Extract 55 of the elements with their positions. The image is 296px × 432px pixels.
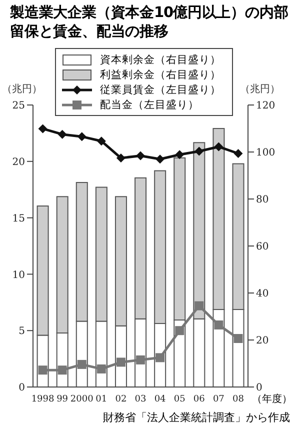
point [156, 154, 165, 164]
point [136, 355, 145, 364]
point [194, 146, 204, 156]
chart-title: 製造業大企業（資本金10億円以上）の内部留保と賃金、配当の推移 [10, 4, 290, 42]
point [116, 154, 126, 163]
point [77, 360, 86, 369]
x-tick-label: 05 [174, 394, 186, 404]
point [214, 320, 224, 330]
point [234, 334, 243, 343]
point [175, 150, 184, 160]
point [58, 130, 67, 139]
y-axis-title: （兆円） [2, 82, 42, 96]
point [175, 326, 184, 336]
x-tick-label: 1998 [31, 394, 54, 404]
point [214, 142, 224, 152]
point [38, 124, 48, 134]
y-tick-label: 15 [12, 213, 25, 224]
legend-label: 資本剰余金（右目盛り） [100, 52, 221, 66]
point [38, 366, 48, 375]
x-tick-label: 04 [154, 394, 166, 404]
y-tick-label: 10 [12, 270, 25, 281]
y2-tick-label: 120 [256, 100, 276, 112]
x-tick-label: 2000 [70, 394, 94, 404]
y-tick-label: 5 [18, 326, 25, 338]
legend-label: 利益剰余金（右目盛り） [100, 68, 221, 82]
point [77, 132, 86, 142]
y2-axis-title: （兆円） [240, 82, 280, 96]
x-tick-label: 03 [134, 394, 146, 404]
y-tick-label: 0 [18, 382, 25, 394]
y2-tick-label: 20 [256, 336, 269, 347]
point [156, 353, 165, 362]
x-axis-title: （年度） [252, 392, 292, 406]
x-tick-label: 07 [212, 394, 225, 404]
x-tick-label: 08 [232, 394, 244, 404]
legend-label: 配当金（左目盛り） [100, 98, 199, 112]
y-tick-label: 25 [12, 100, 25, 112]
point [116, 358, 126, 367]
x-tick-label: 02 [115, 394, 127, 404]
y2-tick-label: 80 [256, 194, 269, 206]
y2-tick-label: 40 [256, 288, 269, 300]
y2-tick-label: 100 [256, 148, 276, 159]
point [58, 366, 67, 375]
point [136, 151, 145, 160]
point [234, 149, 243, 158]
text: 財務省「法人企業統計調査」から作成 [103, 410, 290, 425]
y2-tick-label: 0 [256, 382, 262, 394]
legend-label: 従業員賃金（左目盛り） [100, 82, 221, 96]
x-tick-label: 01 [96, 394, 108, 404]
y2-tick-label: 60 [256, 242, 269, 253]
point [194, 301, 204, 310]
y-tick-label: 20 [12, 156, 25, 168]
point [96, 136, 106, 146]
x-tick-label: 06 [193, 394, 206, 404]
point [96, 364, 106, 374]
x-tick-label: 99 [56, 394, 68, 404]
